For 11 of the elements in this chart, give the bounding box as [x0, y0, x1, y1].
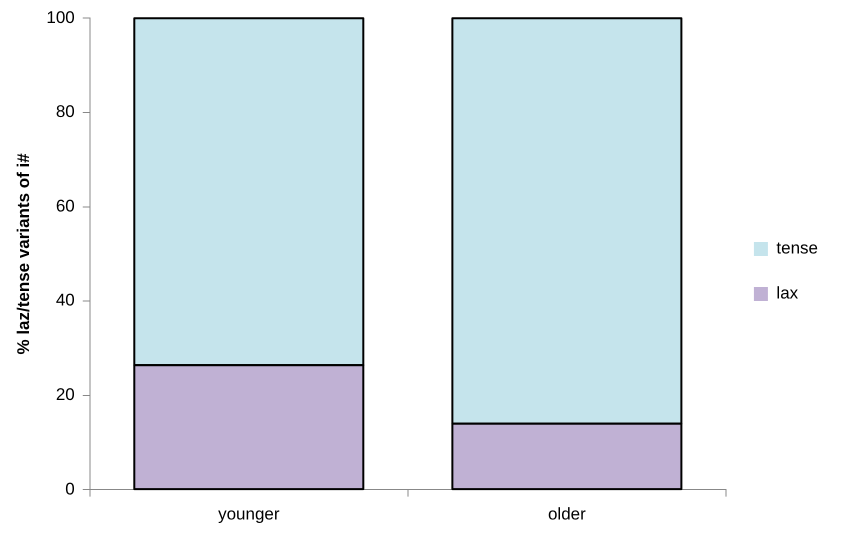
y-tick-label: 100	[46, 8, 75, 27]
x-tick-label: younger	[218, 504, 280, 524]
y-tick-label: 80	[56, 102, 75, 122]
y-tick-label: 20	[56, 385, 75, 404]
y-axis-title: % laz/tense variants of i#	[14, 152, 33, 355]
legend-label: lax	[776, 284, 799, 303]
x-tick-label: older	[548, 504, 586, 524]
y-tick-label: 60	[56, 196, 75, 216]
y-tick-label: 0	[65, 479, 75, 498]
y-tick-label: 40	[56, 290, 75, 310]
legend-label: tense	[776, 238, 818, 258]
